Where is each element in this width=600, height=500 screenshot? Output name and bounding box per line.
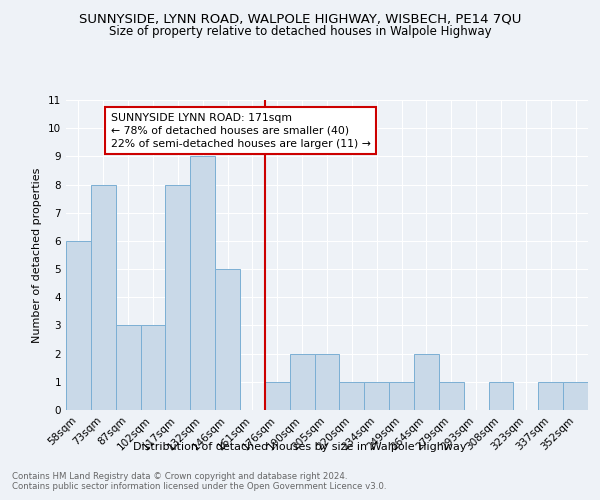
Bar — [290, 354, 314, 410]
Bar — [414, 354, 439, 410]
Bar — [190, 156, 215, 410]
Bar — [91, 184, 116, 410]
Bar — [563, 382, 588, 410]
Text: SUNNYSIDE, LYNN ROAD, WALPOLE HIGHWAY, WISBECH, PE14 7QU: SUNNYSIDE, LYNN ROAD, WALPOLE HIGHWAY, W… — [79, 12, 521, 26]
Bar — [488, 382, 514, 410]
Text: Contains HM Land Registry data © Crown copyright and database right 2024.: Contains HM Land Registry data © Crown c… — [12, 472, 347, 481]
Text: Size of property relative to detached houses in Walpole Highway: Size of property relative to detached ho… — [109, 25, 491, 38]
Bar — [439, 382, 464, 410]
Bar — [66, 241, 91, 410]
Bar — [265, 382, 290, 410]
Text: Contains public sector information licensed under the Open Government Licence v3: Contains public sector information licen… — [12, 482, 386, 491]
Bar — [364, 382, 389, 410]
Bar — [215, 269, 240, 410]
Text: Distribution of detached houses by size in Walpole Highway: Distribution of detached houses by size … — [133, 442, 467, 452]
Bar — [140, 326, 166, 410]
Bar — [314, 354, 340, 410]
Bar — [166, 184, 190, 410]
Bar — [389, 382, 414, 410]
Bar — [116, 326, 140, 410]
Bar — [340, 382, 364, 410]
Text: SUNNYSIDE LYNN ROAD: 171sqm
← 78% of detached houses are smaller (40)
22% of sem: SUNNYSIDE LYNN ROAD: 171sqm ← 78% of det… — [111, 112, 371, 149]
Bar — [538, 382, 563, 410]
Y-axis label: Number of detached properties: Number of detached properties — [32, 168, 43, 342]
